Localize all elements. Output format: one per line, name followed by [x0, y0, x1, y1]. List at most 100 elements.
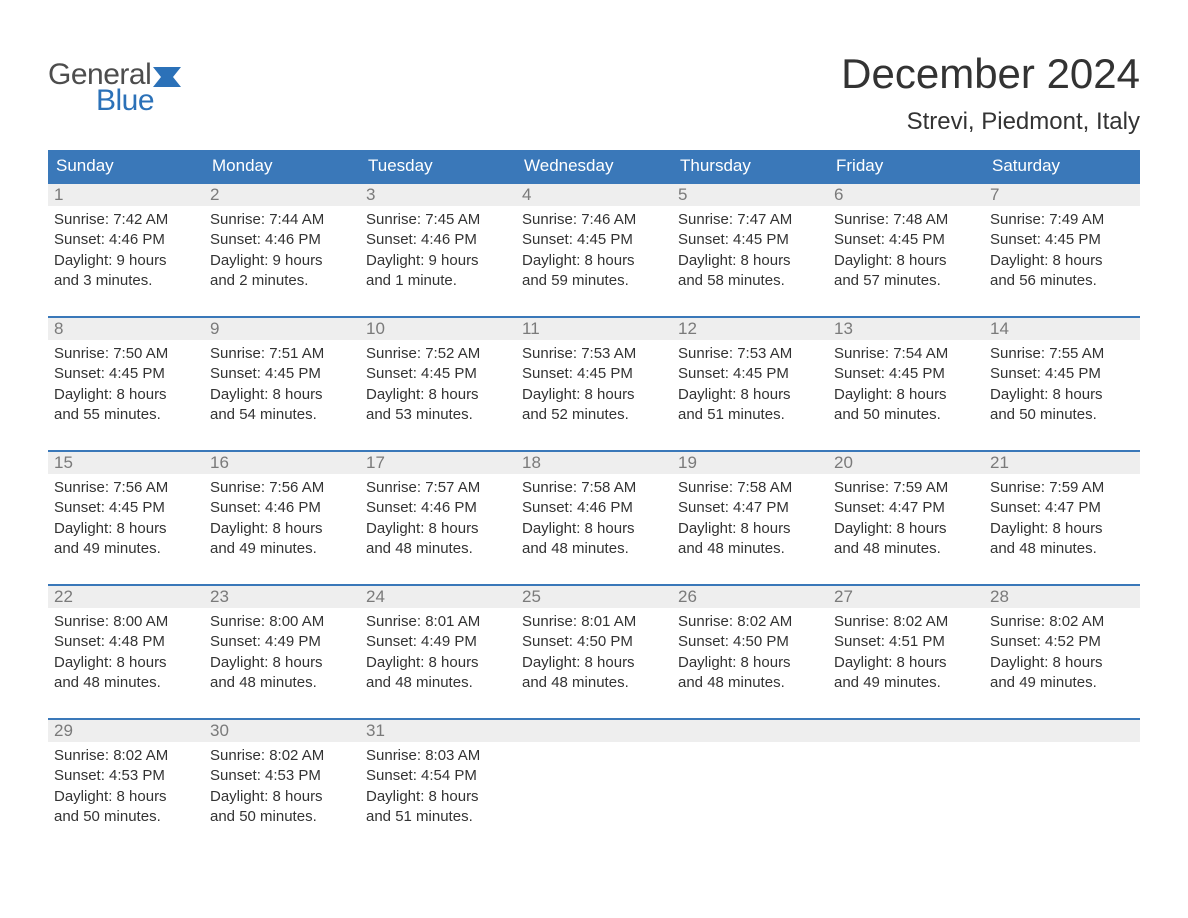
day-sr: Sunrise: 7:51 AM — [210, 344, 354, 364]
day-number: 19 — [672, 452, 828, 474]
day-sr: Sunrise: 7:56 AM — [210, 478, 354, 498]
day-number: 5 — [672, 184, 828, 206]
calendar-cell: 20Sunrise: 7:59 AMSunset: 4:47 PMDayligh… — [828, 452, 984, 570]
calendar-cell: . — [984, 720, 1140, 838]
month-title: December 2024 — [841, 50, 1140, 98]
day-d1: Daylight: 8 hours — [366, 787, 510, 807]
day-d2: and 50 minutes. — [54, 807, 198, 827]
day-sr: Sunrise: 7:42 AM — [54, 210, 198, 230]
day-d1: Daylight: 8 hours — [522, 519, 666, 539]
day-d2: and 51 minutes. — [678, 405, 822, 425]
day-d2: and 49 minutes. — [54, 539, 198, 559]
day-details: Sunrise: 7:47 AMSunset: 4:45 PMDaylight:… — [672, 206, 828, 295]
day-header-row: Sunday Monday Tuesday Wednesday Thursday… — [48, 150, 1140, 182]
day-ss: Sunset: 4:49 PM — [210, 632, 354, 652]
day-d2: and 48 minutes. — [366, 539, 510, 559]
day-d2: and 58 minutes. — [678, 271, 822, 291]
day-number: 14 — [984, 318, 1140, 340]
day-d2: and 50 minutes. — [210, 807, 354, 827]
calendar-cell: 18Sunrise: 7:58 AMSunset: 4:46 PMDayligh… — [516, 452, 672, 570]
day-d2: and 59 minutes. — [522, 271, 666, 291]
day-d1: Daylight: 8 hours — [678, 519, 822, 539]
calendar-cell: 6Sunrise: 7:48 AMSunset: 4:45 PMDaylight… — [828, 184, 984, 302]
day-d2: and 48 minutes. — [834, 539, 978, 559]
day-d1: Daylight: 8 hours — [210, 385, 354, 405]
day-sr: Sunrise: 8:02 AM — [990, 612, 1134, 632]
day-details: Sunrise: 8:00 AMSunset: 4:48 PMDaylight:… — [48, 608, 204, 697]
day-number: 3 — [360, 184, 516, 206]
calendar-cell: 7Sunrise: 7:49 AMSunset: 4:45 PMDaylight… — [984, 184, 1140, 302]
day-ss: Sunset: 4:45 PM — [522, 230, 666, 250]
calendar-cell: 14Sunrise: 7:55 AMSunset: 4:45 PMDayligh… — [984, 318, 1140, 436]
calendar-cell: 5Sunrise: 7:47 AMSunset: 4:45 PMDaylight… — [672, 184, 828, 302]
day-number: 1 — [48, 184, 204, 206]
day-details: Sunrise: 8:02 AMSunset: 4:52 PMDaylight:… — [984, 608, 1140, 697]
day-d1: Daylight: 8 hours — [678, 251, 822, 271]
day-details: Sunrise: 7:52 AMSunset: 4:45 PMDaylight:… — [360, 340, 516, 429]
day-ss: Sunset: 4:45 PM — [210, 364, 354, 384]
day-d2: and 48 minutes. — [522, 539, 666, 559]
day-ss: Sunset: 4:45 PM — [990, 230, 1134, 250]
calendar-cell: 19Sunrise: 7:58 AMSunset: 4:47 PMDayligh… — [672, 452, 828, 570]
calendar-cell: 25Sunrise: 8:01 AMSunset: 4:50 PMDayligh… — [516, 586, 672, 704]
day-d1: Daylight: 8 hours — [366, 385, 510, 405]
day-d1: Daylight: 9 hours — [210, 251, 354, 271]
day-number: 6 — [828, 184, 984, 206]
day-ss: Sunset: 4:45 PM — [990, 364, 1134, 384]
day-details: Sunrise: 7:54 AMSunset: 4:45 PMDaylight:… — [828, 340, 984, 429]
day-ss: Sunset: 4:45 PM — [678, 230, 822, 250]
day-ss: Sunset: 4:46 PM — [54, 230, 198, 250]
day-sr: Sunrise: 7:58 AM — [678, 478, 822, 498]
day-d2: and 1 minute. — [366, 271, 510, 291]
logo-flag-icon — [153, 67, 181, 87]
calendar-cell: 1Sunrise: 7:42 AMSunset: 4:46 PMDaylight… — [48, 184, 204, 302]
day-number: 18 — [516, 452, 672, 474]
location-text: Strevi, Piedmont, Italy — [841, 108, 1140, 136]
day-d2: and 55 minutes. — [54, 405, 198, 425]
day-d1: Daylight: 8 hours — [834, 653, 978, 673]
calendar-week: 1 Sunrise: 7:42 AMSunset: 4:46 PM Daylight… — [48, 182, 1140, 302]
day-number: 22 — [48, 586, 204, 608]
day-sr: Sunrise: 7:54 AM — [834, 344, 978, 364]
day-number: 7 — [984, 184, 1140, 206]
logo-text-blue: Blue — [96, 84, 154, 118]
day-details: Sunrise: 8:03 AMSunset: 4:54 PMDaylight:… — [360, 742, 516, 831]
day-d1: Daylight: 8 hours — [54, 385, 198, 405]
day-d1: Daylight: 8 hours — [54, 787, 198, 807]
calendar-cell: . — [516, 720, 672, 838]
day-number: 9 — [204, 318, 360, 340]
day-d2: and 48 minutes. — [522, 673, 666, 693]
day-number: 4 — [516, 184, 672, 206]
day-number: 29 — [48, 720, 204, 742]
day-d1: Daylight: 8 hours — [990, 519, 1134, 539]
day-ss: Sunset: 4:45 PM — [522, 364, 666, 384]
calendar-cell: 17Sunrise: 7:57 AMSunset: 4:46 PMDayligh… — [360, 452, 516, 570]
day-sr: Sunrise: 7:50 AM — [54, 344, 198, 364]
day-d1: Daylight: 8 hours — [678, 653, 822, 673]
day-number: 17 — [360, 452, 516, 474]
calendar-cell: 22Sunrise: 8:00 AMSunset: 4:48 PMDayligh… — [48, 586, 204, 704]
day-d1: Daylight: 8 hours — [522, 385, 666, 405]
day-sr: Sunrise: 7:53 AM — [678, 344, 822, 364]
calendar-cell: 4Sunrise: 7:46 AMSunset: 4:45 PMDaylight… — [516, 184, 672, 302]
day-details: Sunrise: 8:02 AMSunset: 4:53 PMDaylight:… — [48, 742, 204, 831]
day-details: Sunrise: 7:49 AMSunset: 4:45 PMDaylight:… — [984, 206, 1140, 295]
day-details: Sunrise: 7:58 AMSunset: 4:46 PMDaylight:… — [516, 474, 672, 563]
calendar-cell: 28Sunrise: 8:02 AMSunset: 4:52 PMDayligh… — [984, 586, 1140, 704]
day-details: Sunrise: 7:59 AMSunset: 4:47 PMDaylight:… — [984, 474, 1140, 563]
day-number: 24 — [360, 586, 516, 608]
day-ss: Sunset: 4:48 PM — [54, 632, 198, 652]
calendar-cell: . — [672, 720, 828, 838]
day-d2: and 52 minutes. — [522, 405, 666, 425]
day-number: 26 — [672, 586, 828, 608]
day-sr: Sunrise: 7:53 AM — [522, 344, 666, 364]
day-header-fri: Friday — [828, 150, 984, 182]
day-details: Sunrise: 8:02 AMSunset: 4:51 PMDaylight:… — [828, 608, 984, 697]
day-d2: and 48 minutes. — [210, 673, 354, 693]
day-header-tue: Tuesday — [360, 150, 516, 182]
day-d1: Daylight: 8 hours — [54, 653, 198, 673]
day-number: 20 — [828, 452, 984, 474]
day-ss: Sunset: 4:52 PM — [990, 632, 1134, 652]
day-d1: Daylight: 8 hours — [678, 385, 822, 405]
day-number: 25 — [516, 586, 672, 608]
